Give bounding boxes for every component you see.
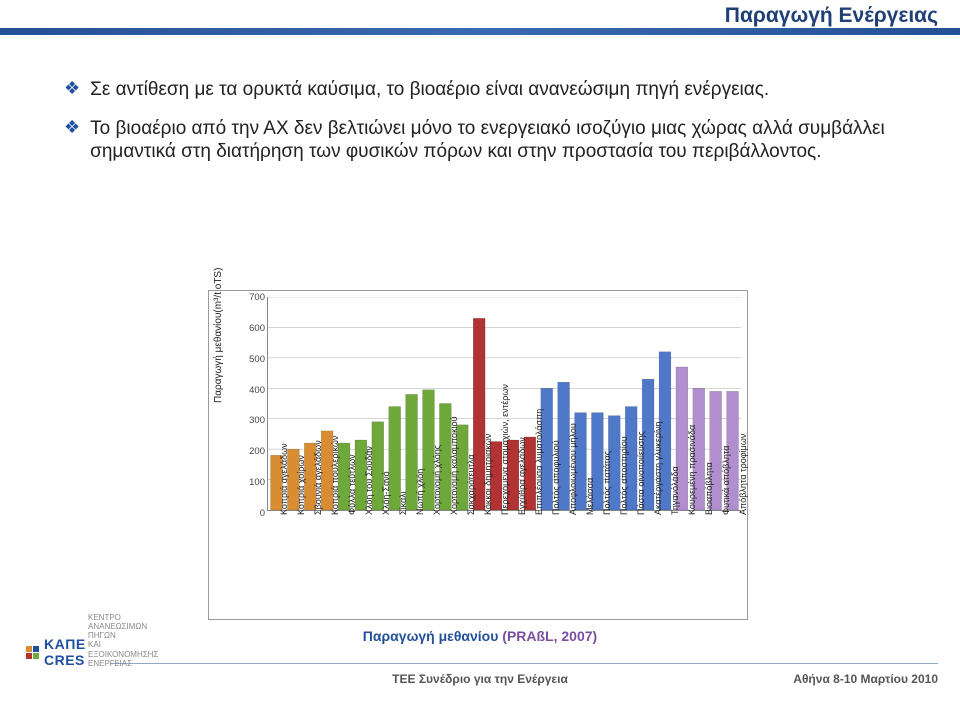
ytick-label: 0 bbox=[237, 508, 265, 519]
xtick-label: Χλόη του Σουδάν bbox=[364, 446, 374, 515]
xtick-label: Κοπριά αγελάδων bbox=[279, 443, 289, 515]
xtick-label: Κοπριά χοίρων bbox=[296, 455, 306, 515]
org-name-kape: KAΠE bbox=[44, 636, 86, 652]
xtick-label: Πολτός αποφυλιού bbox=[551, 440, 561, 515]
xtick-label: Σίκαλι bbox=[398, 491, 408, 515]
xtick-label: Περεχόμενα στομαχιών, εντέρων bbox=[500, 384, 510, 515]
footer-right: Αθήνα 8-10 Μαρτίου 2010 bbox=[793, 672, 938, 686]
bullet-text: Σε αντίθεση με τα ορυκτά καύσιμα, το βιο… bbox=[90, 78, 769, 101]
bullets: ❖ Σε αντίθεση με τα ορυκτά καύσιμα, το βι… bbox=[64, 78, 912, 180]
footer-divider bbox=[110, 663, 938, 664]
xtick-label: Μελάσσα bbox=[585, 478, 595, 515]
logo-square bbox=[26, 653, 32, 659]
xtick-label: Κοπριά πουλερικών bbox=[330, 436, 340, 515]
xtick-label: Νωπή χλόη bbox=[415, 469, 425, 515]
xtick-label: Φυτικά απόβλητα bbox=[721, 446, 731, 515]
ytick-label: 700 bbox=[237, 292, 265, 303]
ytick-label: 300 bbox=[237, 415, 265, 426]
ytick-label: 200 bbox=[237, 446, 265, 457]
xtick-label: Επιπλέουσα λυματολάσπη bbox=[534, 409, 544, 515]
xtick-label: Χλόη-Σανό bbox=[381, 471, 391, 515]
org-sub-2: ΚΑΙ ΕΞΟΙΚΟΝΟΜΗΣΗΣ ΕΝΕΡΓΕΙΑΣ bbox=[88, 640, 158, 668]
header-band bbox=[0, 28, 960, 35]
ytick-label: 500 bbox=[237, 354, 265, 365]
xtick-label: Απόβλητα τροφίμων bbox=[738, 434, 748, 515]
org-name-cres: CRES bbox=[44, 652, 85, 668]
logo-square bbox=[33, 653, 39, 659]
xtick-label: Χορτονομή χλόης bbox=[432, 445, 442, 515]
page-title: Παραγωγή Ενέργειας bbox=[725, 4, 938, 28]
bullet-item: ❖Το βιοαέριο από την ΑΧ δεν βελτιώνει μό… bbox=[64, 117, 912, 163]
chart-container: Παραγωγή μεθανίου(m³/t oTS) 010020030040… bbox=[208, 290, 748, 620]
chart-caption-a: Παραγωγή μεθανίου bbox=[363, 628, 502, 644]
xtick-label: Τηγανόλαδα bbox=[670, 466, 680, 515]
org-sub-1: ΚΕΝΤΡΟ ΑΝΑΝΕΩΣΙΜΩΝ ΠΗΓΩΝ bbox=[88, 613, 158, 641]
xtick-label: Σακχαρότευτλα bbox=[466, 454, 476, 515]
chart-caption-b: (PRAßL, 2007) bbox=[502, 628, 597, 644]
xtick-label: Φύλλα τεύτλων bbox=[347, 454, 357, 515]
xtick-label: Ακατέργαστη γλυκερίνη bbox=[653, 422, 663, 515]
xtick-label: Πάστα οινοποιίευσης bbox=[636, 431, 646, 515]
xtick-label: Πολτός πατάτας bbox=[602, 451, 612, 515]
chart-xlabels: Κοπριά αγελάδωνΚοπριά χοίρωνΣβουνιά αγελ… bbox=[267, 515, 741, 615]
bullet-text: Το βιοαέριο από την ΑΧ δεν βελτιώνει μόν… bbox=[90, 117, 912, 163]
xtick-label: Βιοαπόβλητα bbox=[704, 462, 714, 515]
ytick-label: 400 bbox=[237, 385, 265, 396]
xtick-label: Κόκκοι δημητριακών bbox=[483, 434, 493, 515]
bullet-item: ❖ Σε αντίθεση με τα ορυκτά καύσιμα, το βι… bbox=[64, 78, 912, 101]
org-logo: KAΠE CRES ΚΕΝΤΡΟ ΑΝΑΝΕΩΣΙΜΩΝ ΠΗΓΩΝ ΚΑΙ Ε… bbox=[26, 638, 80, 670]
bullet-mark-icon: ❖ bbox=[64, 117, 80, 163]
logo-square bbox=[33, 646, 39, 652]
xtick-label: Χορτονομή καλαμποκιού bbox=[449, 417, 459, 516]
xtick-label: Κουρεμένη πρασινάδα bbox=[687, 425, 697, 515]
xtick-label: Πολτός αποστηρίου bbox=[619, 436, 629, 515]
xtick-label: Αποφλοιωμένου μήλου bbox=[568, 423, 578, 515]
xtick-label: Εγχύθρα αγελάδων bbox=[517, 437, 527, 515]
bullet-mark-icon: ❖ bbox=[64, 78, 80, 101]
ytick-label: 100 bbox=[237, 477, 265, 488]
chart-ylabel: Παραγωγή μεθανίου(m³/t oTS) bbox=[213, 268, 224, 403]
ytick-label: 600 bbox=[237, 323, 265, 334]
logo-square bbox=[26, 646, 32, 652]
org-subtitle: ΚΕΝΤΡΟ ΑΝΑΝΕΩΣΙΜΩΝ ΠΗΓΩΝ ΚΑΙ ΕΞΟΙΚΟΝΟΜΗΣ… bbox=[88, 613, 158, 668]
xtick-label: Σβουνιά αγελάδων bbox=[313, 440, 323, 515]
